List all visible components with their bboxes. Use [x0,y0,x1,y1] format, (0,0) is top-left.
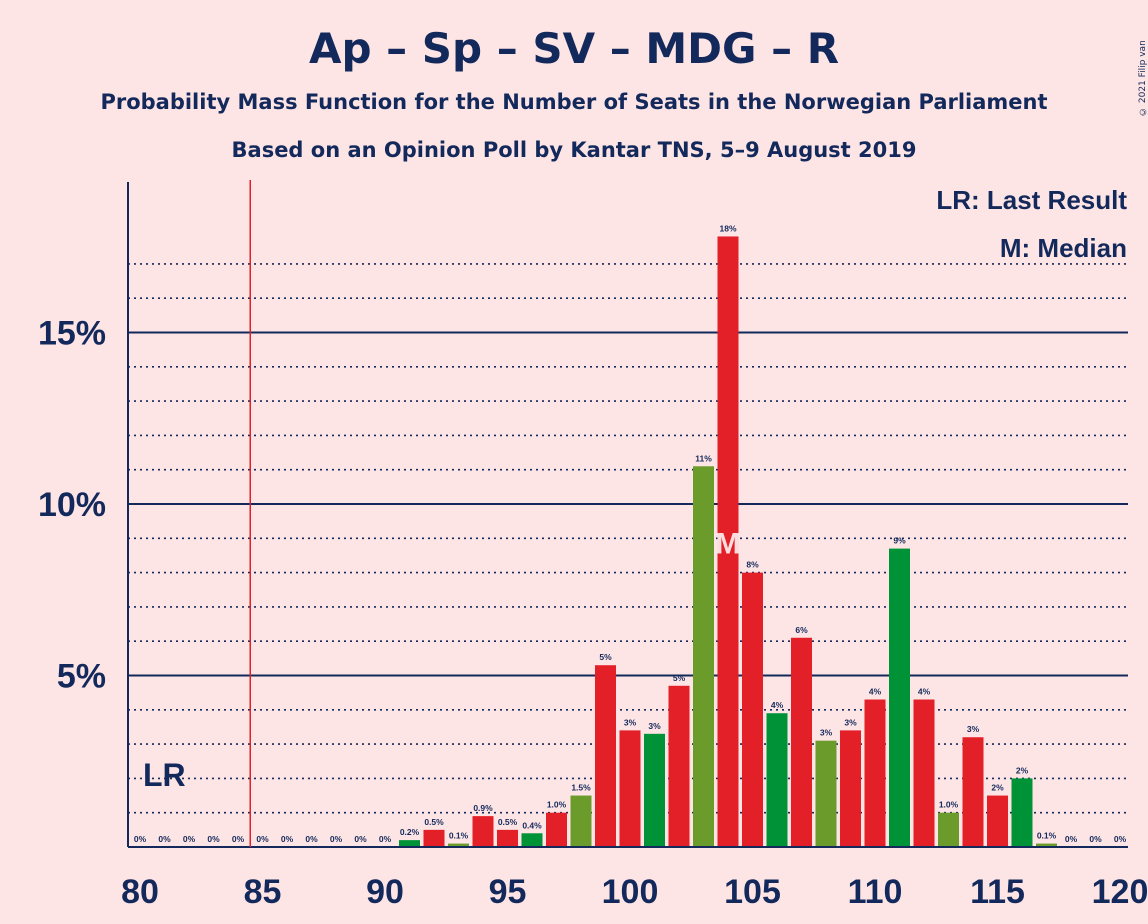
data-label-seat-81: 0% [158,834,171,844]
chart-subtitle: Probability Mass Function for the Number… [100,90,1048,114]
x-tick-label: 120 [1092,873,1148,911]
bar-seat-100 [619,730,641,847]
bar-seat-93 [448,843,469,847]
data-label-seat-89: 0% [354,834,367,844]
data-label-seat-94: 0.9% [473,803,493,813]
legend-median: M: Median [1000,233,1127,263]
bar-seat-98 [570,795,592,847]
x-tick-label: 105 [724,873,781,911]
data-label-seat-113: 1.0% [939,800,959,810]
data-label-seat-99: 5% [599,652,612,662]
bar-seat-97 [546,812,567,847]
data-label-seat-115: 2% [991,783,1004,793]
data-label-seat-98: 1.5% [571,783,591,793]
data-label-seat-104: 18% [719,223,736,233]
data-label-seat-112: 4% [918,687,931,697]
data-label-seat-107: 6% [795,625,808,635]
data-label-seat-106: 4% [771,700,784,710]
data-label-seat-88: 0% [330,834,343,844]
data-label-seat-95: 0.5% [498,817,518,827]
bar-seat-110 [864,699,886,847]
data-label-seat-83: 0% [207,834,220,844]
bar-seat-103 [693,466,714,847]
data-label-seat-100: 3% [624,717,637,727]
bar-seat-108 [815,740,837,847]
data-label-seat-102: 5% [673,673,686,683]
data-label-seat-92: 0.5% [424,817,444,827]
bar-seat-113 [938,812,959,847]
median-marker: M [716,527,741,560]
data-label-seat-105: 8% [746,560,759,570]
bar-seat-112 [913,699,935,847]
last-result-marker: LR [143,757,186,793]
bar-seat-114 [962,737,984,847]
data-label-seat-111: 9% [893,536,906,546]
bar-seat-102 [668,685,690,847]
bar-seat-105 [742,572,763,847]
axes: 5% 10% 15% 80 85 90 95 100 105 110 115 120 LR [38,180,1148,911]
bar-seat-94 [472,816,494,847]
x-tick-label: 80 [121,873,159,911]
data-label-seat-108: 3% [820,728,833,738]
y-tick-label: 10% [38,486,106,524]
data-label-seat-90: 0% [379,834,392,844]
data-label-seat-120: 0% [1114,834,1127,844]
data-label-seat-103: 11% [695,453,712,463]
data-label-seat-116: 2% [1016,765,1029,775]
data-label-seat-80: 0% [134,834,147,844]
bar-seat-99 [595,665,616,847]
bar-seat-115 [987,795,1008,847]
x-tick-label: 115 [970,873,1025,911]
data-label-seat-93: 0.1% [449,831,469,841]
x-tick-label: 95 [489,873,527,911]
chart-subtitle-source: Based on an Opinion Poll by Kantar TNS, … [231,138,917,162]
bar-seat-95 [497,829,518,847]
bar-seat-106 [766,713,788,847]
data-labels: 0% 0% 0% 0% 0% 0% 0% 0% 0% 0% 0% 0.2% 0.5% 0.1% 0.9% 0.… [134,223,1127,844]
data-label-seat-97: 1.0% [547,800,567,810]
data-label-seat-119: 0% [1089,834,1102,844]
data-label-seat-109: 3% [844,717,857,727]
bar-seat-96 [521,833,543,847]
x-tick-label: 90 [366,873,404,911]
chart-title: Ap – Sp – SV – MDG – R [308,24,840,73]
bar-seat-101 [644,733,665,847]
y-tick-label: 5% [57,658,106,696]
data-label-seat-118: 0% [1065,834,1078,844]
data-label-seat-114: 3% [967,724,980,734]
bar-seat-91 [399,840,420,847]
data-label-seat-85: 0% [256,834,269,844]
data-label-seat-82: 0% [183,834,196,844]
data-label-seat-91: 0.2% [400,827,420,837]
bar-seat-116 [1011,778,1033,847]
data-label-seat-86: 0% [281,834,294,844]
legend: LR: Last Result M: Median [936,185,1127,263]
data-label-seat-117: 0.1% [1037,831,1057,841]
data-label-seat-96: 0.4% [522,820,542,830]
legend-last-result: LR: Last Result [936,185,1127,215]
bar-seat-117 [1036,843,1057,847]
x-tick-label: 110 [848,873,903,911]
data-label-seat-87: 0% [305,834,318,844]
data-label-seat-110: 4% [869,687,882,697]
bar-seat-109 [840,730,861,847]
x-tick-label: 85 [244,873,282,911]
bar-seat-107 [791,637,812,847]
data-label-seat-101: 3% [648,721,661,731]
bar-seat-92 [423,829,445,847]
x-tick-label: 100 [602,873,659,911]
bar-seat-104 [717,236,739,847]
y-tick-label: 15% [38,315,106,353]
bar-seat-111 [889,548,910,847]
data-label-seat-84: 0% [232,834,245,844]
bar-series [399,236,1057,847]
